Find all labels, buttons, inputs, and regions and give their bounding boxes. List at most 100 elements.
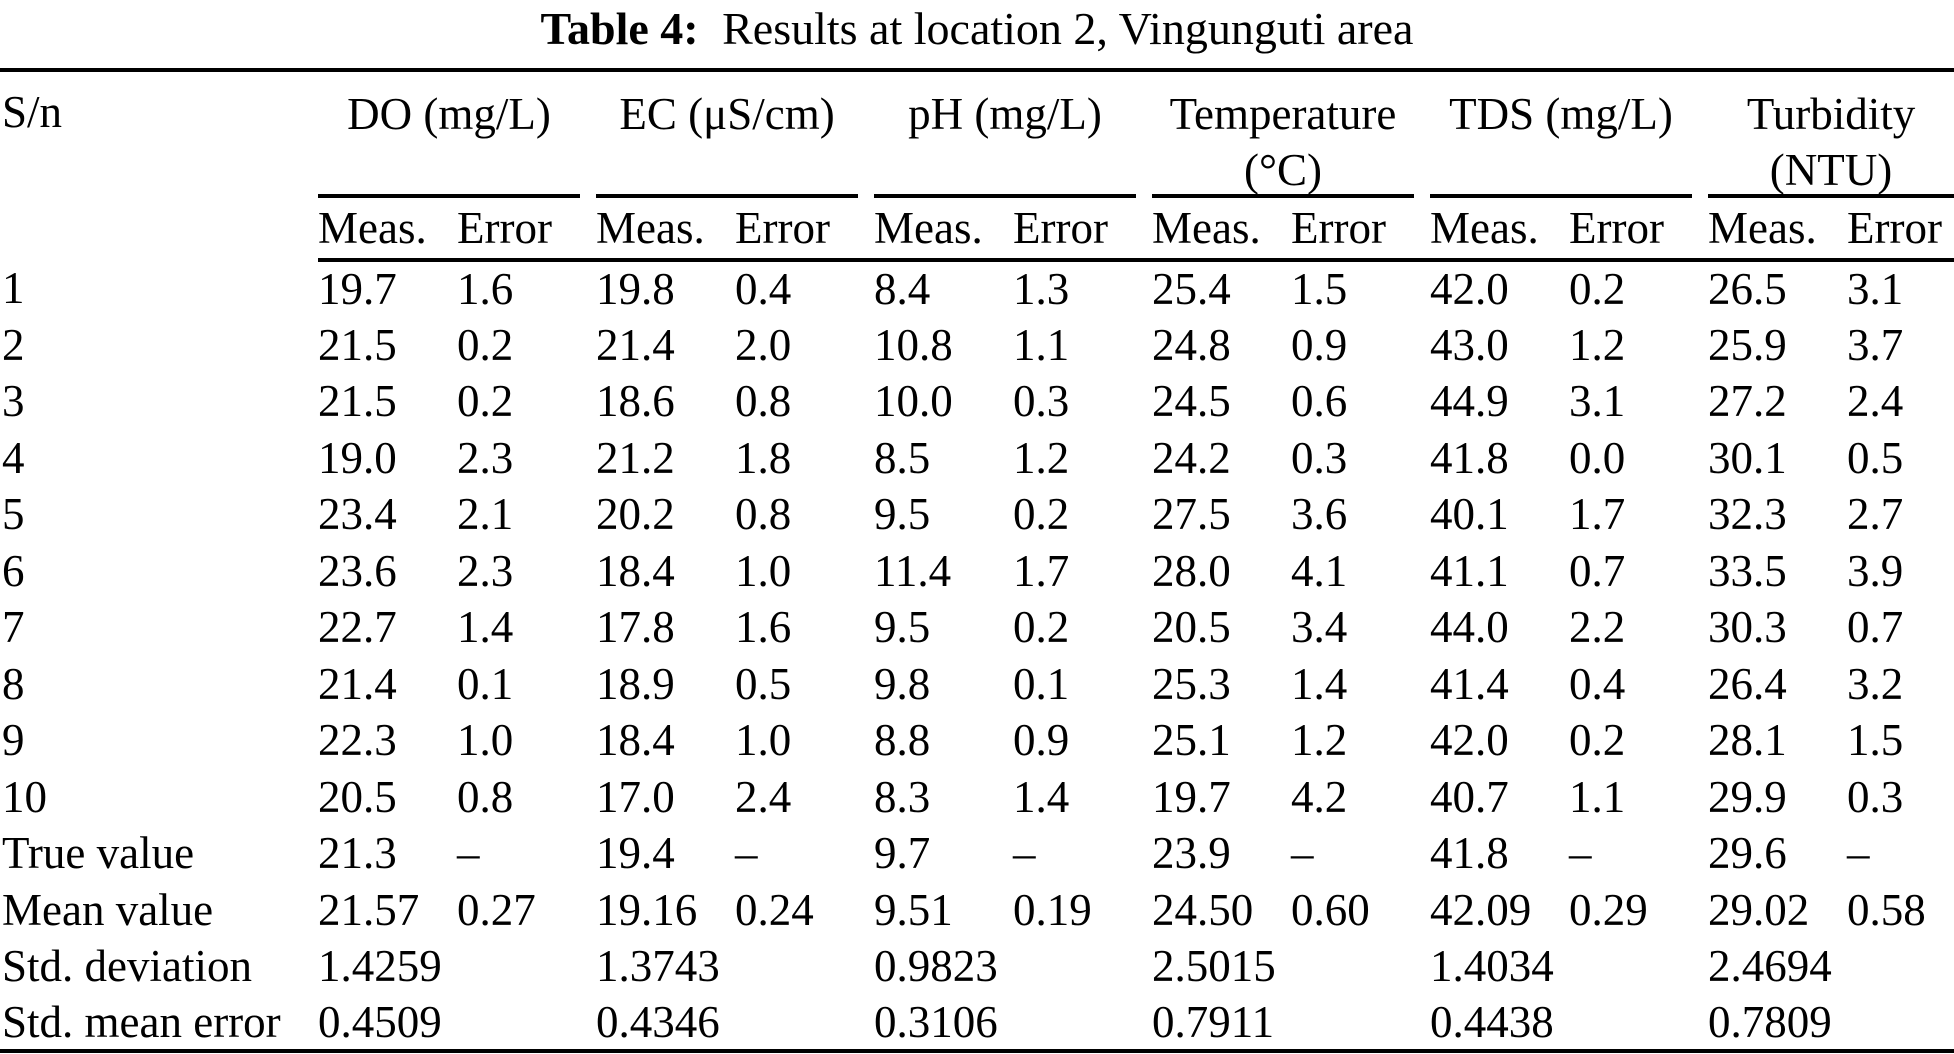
row-label: 9 [2,715,25,766]
row-label: 7 [2,602,25,653]
error-cell: 1.2 [1013,432,1070,483]
group-label-line2: (°C) [1244,145,1322,195]
meas-cell: 10.0 [874,376,953,427]
meas-cell: 29.02 [1708,884,1810,935]
subheader-meas: Meas. [318,198,457,262]
meas-cell: 29.9 [1708,771,1787,822]
results-table: S/n DO (mg/L) EC (μS/cm) [0,68,1954,1053]
table-row: 5 23.4 2.1 20.2 0.8 9.5 0.2 27.5 3.6 40.1 1.7 32.3 2… [0,486,1954,543]
error-cell: 0.3 [1847,771,1904,822]
error-cell: 0.8 [735,489,792,540]
meas-cell: 11.4 [874,545,952,596]
table-caption-number: Table 4: [540,3,699,54]
error-cell: 0.27 [457,884,536,935]
meas-cell: 30.1 [1708,432,1787,483]
error-cell: 0.0 [1569,432,1626,483]
meas-cell: 0.9823 [874,941,998,992]
meas-cell: 40.1 [1430,489,1509,540]
meas-cell: 23.4 [318,489,397,540]
error-cell: 1.0 [457,715,514,766]
meas-cell: 27.2 [1708,376,1787,427]
error-cell: 2.0 [735,319,792,370]
table-row: Mean value 21.57 0.27 19.16 0.24 9.51 0.19 24.5… [0,882,1954,939]
meas-cell: 28.0 [1152,545,1231,596]
error-cell: 1.4 [1013,771,1070,822]
meas-cell: 1.4259 [318,941,442,992]
meas-cell: 19.0 [318,432,397,483]
group-underline [596,194,859,198]
error-cell: 0.7 [1569,545,1626,596]
error-cell: 0.1 [1013,658,1070,709]
meas-cell: 8.8 [874,715,931,766]
meas-cell: 0.7809 [1708,996,1832,1047]
group-label-tds: TDS (mg/L) [1430,86,1692,142]
meas-cell: 23.9 [1152,828,1231,879]
error-cell: 0.29 [1569,884,1648,935]
error-cell: 1.0 [735,715,792,766]
meas-cell: 17.8 [596,602,675,653]
subheader-error: Error [1847,198,1954,262]
row-label: 4 [2,432,25,483]
meas-cell: 27.5 [1152,489,1231,540]
error-cell: 1.5 [1291,264,1348,315]
table-row: 10 20.5 0.8 17.0 2.4 8.3 1.4 19.7 4.2 40.7 1.1 29.9… [0,769,1954,826]
meas-cell: 18.9 [596,658,675,709]
group-header-tds: TDS (mg/L) [1430,70,1708,198]
meas-cell: 21.2 [596,432,675,483]
error-cell: 0.4 [1569,658,1626,709]
subheader-error: Error [1569,198,1709,262]
table-row: Std. mean error 0.4509 0.4346 0.3106 0.7911 0… [0,995,1954,1052]
meas-cell: 18.4 [596,715,675,766]
meas-cell: 28.1 [1708,715,1787,766]
error-cell: 0.1 [457,658,514,709]
meas-cell: 19.8 [596,264,675,315]
error-cell: 2.4 [1847,376,1904,427]
error-cell: 1.1 [1013,319,1070,370]
error-cell: 1.4 [1291,658,1348,709]
row-label: 1 [2,263,25,314]
error-cell: 1.2 [1569,319,1626,370]
error-cell: 0.3 [1013,376,1070,427]
error-cell [1013,938,1152,995]
error-cell [457,995,596,1052]
row-label: Std. deviation [2,941,252,992]
error-cell: 1.2 [1291,715,1348,766]
meas-cell: 21.3 [318,828,397,879]
row-label: 8 [2,658,25,709]
row-label: 10 [2,771,47,822]
error-cell: 1.7 [1013,545,1070,596]
error-cell: 3.1 [1847,264,1904,315]
error-cell: 0.6 [1291,376,1348,427]
meas-cell: 20.2 [596,489,675,540]
meas-cell: 24.8 [1152,319,1231,370]
row-label: 3 [2,376,25,427]
row-label: True value [2,828,195,879]
subheader-error: Error [457,198,596,262]
meas-cell: 29.6 [1708,828,1787,879]
subheader-error: Error [735,198,875,262]
group-header-temperature: Temperature (°C) [1152,70,1430,198]
meas-cell: 8.4 [874,264,931,315]
error-cell: 1.7 [1569,489,1626,540]
error-cell: 0.8 [457,771,514,822]
table-body: 1 19.7 1.6 19.8 0.4 8.4 1.3 25.4 1.5 42.0 0.2 26.5 3… [0,260,1954,1051]
meas-cell: 26.5 [1708,264,1787,315]
error-cell: 0.9 [1291,319,1348,370]
group-underline [874,194,1137,198]
meas-cell: 20.5 [1152,602,1231,653]
error-cell [1569,938,1708,995]
error-cell: 2.2 [1569,602,1626,653]
table-caption-text: Results at location 2, Vingunguti area [722,3,1414,54]
group-header-row: S/n DO (mg/L) EC (μS/cm) [0,70,1954,198]
error-cell: 2.7 [1847,489,1904,540]
meas-cell: 9.7 [874,828,931,879]
meas-cell: 22.3 [318,715,397,766]
group-label-line1: DO (mg/L) [347,89,551,139]
meas-cell: 9.8 [874,658,931,709]
meas-cell: 23.6 [318,545,397,596]
group-header-do: DO (mg/L) [318,70,596,198]
meas-cell: 25.9 [1708,319,1787,370]
meas-cell: 19.16 [596,884,698,935]
table-row: 1 19.7 1.6 19.8 0.4 8.4 1.3 25.4 1.5 42.0 0.2 26.5 3… [0,260,1954,317]
meas-cell: 41.8 [1430,828,1509,879]
